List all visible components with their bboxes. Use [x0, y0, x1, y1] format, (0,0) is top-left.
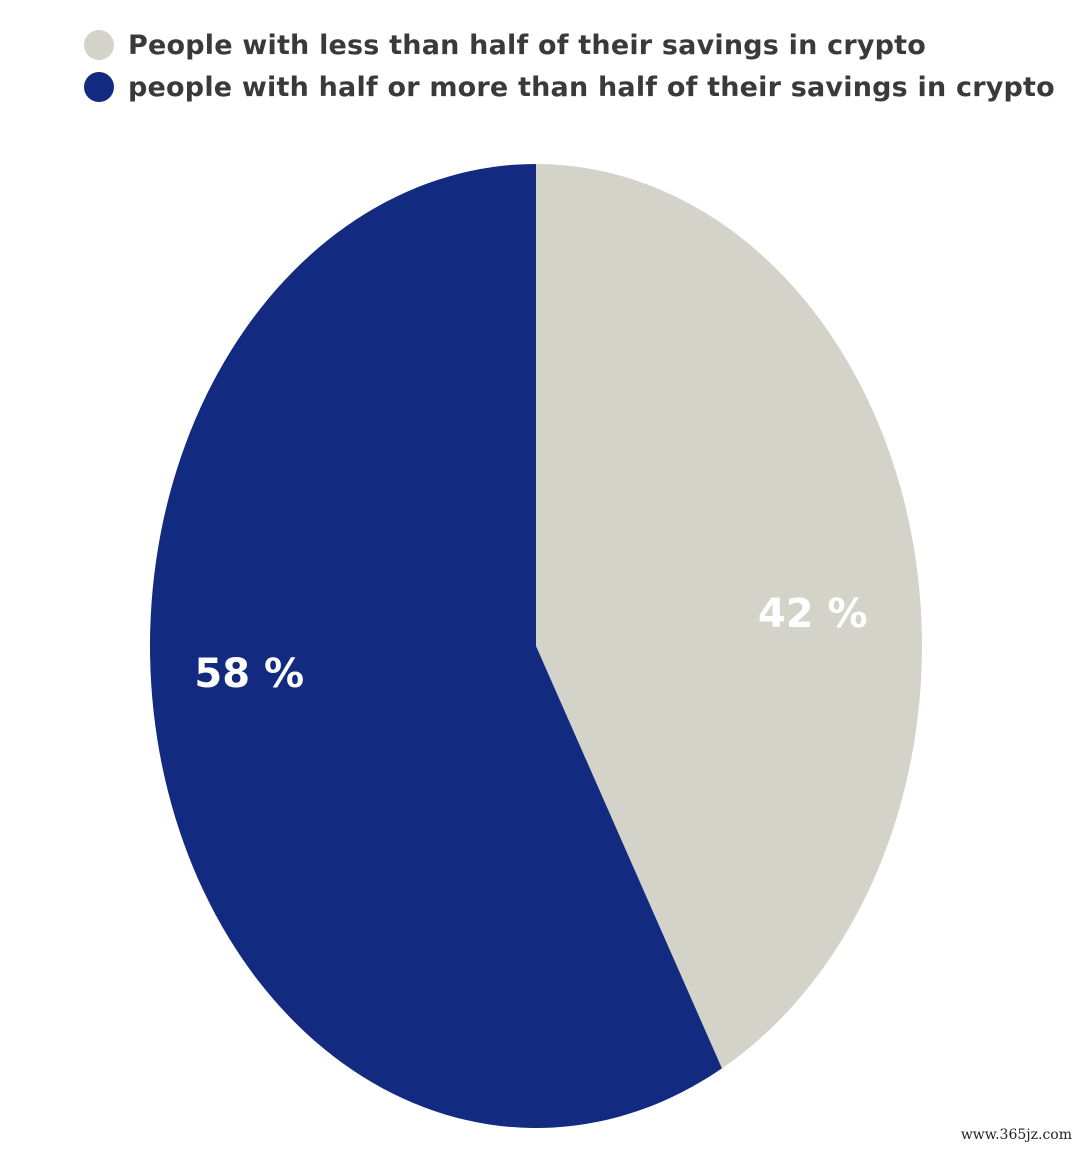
pie-label-less-than-half: 42 %: [758, 591, 868, 637]
legend-label-half-or-more: people with half or more than half of th…: [128, 71, 1055, 103]
legend-item-half-or-more: people with half or more than half of th…: [84, 66, 1055, 108]
legend-swatch-half-or-more: [84, 72, 114, 102]
chart-legend: People with less than half of their savi…: [84, 24, 1055, 108]
pie-slice-less-than-half: [536, 164, 922, 1069]
pie-label-half-or-more: 58 %: [194, 651, 304, 697]
legend-item-less-than-half: People with less than half of their savi…: [84, 24, 1055, 66]
legend-swatch-less-than-half: [84, 30, 114, 60]
pie-slice-half-or-more: [149, 164, 722, 1128]
legend-label-less-than-half: People with less than half of their savi…: [128, 29, 927, 61]
watermark: www.365jz.com: [960, 1127, 1072, 1143]
